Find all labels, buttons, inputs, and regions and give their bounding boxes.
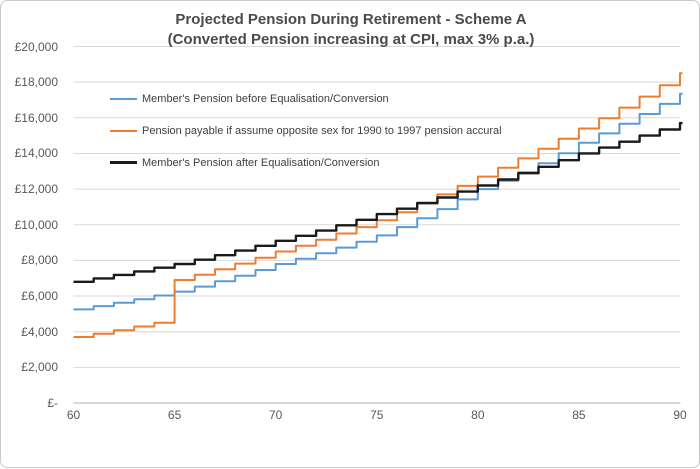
legend-line-swatch bbox=[110, 129, 137, 132]
x-axis-label: 65 bbox=[167, 408, 182, 422]
legend-item-2: Pension payable if assume opposite sex f… bbox=[110, 124, 502, 137]
chart-title-line1: Projected Pension During Retirement - Sc… bbox=[175, 11, 527, 28]
chart-title-line2: (Converted Pension increasing at CPI, ma… bbox=[167, 31, 535, 48]
x-axis-label: 80 bbox=[471, 408, 485, 422]
series-line-2 bbox=[73, 72, 683, 338]
chart-title: Projected Pension During Retirement - Sc… bbox=[1, 10, 700, 50]
y-axis-label: £2,000 bbox=[21, 360, 58, 375]
x-axis-label: 85 bbox=[572, 408, 586, 422]
legend-line-swatch bbox=[110, 97, 137, 100]
legend-item-3: Member's Pension after Equalisation/Conv… bbox=[110, 156, 502, 169]
y-axis-label: £10,000 bbox=[14, 217, 58, 232]
x-axis-label: 60 bbox=[66, 408, 81, 422]
legend-label: Member's Pension before Equalisation/Con… bbox=[142, 92, 389, 105]
y-axis-label: £14,000 bbox=[14, 146, 58, 161]
y-axis-label: £18,000 bbox=[14, 75, 58, 90]
y-axis-label: £8,000 bbox=[21, 253, 58, 268]
x-axis-label: 70 bbox=[268, 408, 283, 422]
y-axis-label: £12,000 bbox=[14, 182, 58, 197]
legend-item-1: Member's Pension before Equalisation/Con… bbox=[110, 92, 502, 105]
y-axis-label: £6,000 bbox=[21, 289, 58, 304]
y-axis-label: £4,000 bbox=[21, 324, 58, 339]
legend: Member's Pension before Equalisation/Con… bbox=[110, 92, 502, 188]
x-axis-label: 90 bbox=[673, 408, 687, 422]
y-axis-label: £- bbox=[47, 396, 58, 410]
series-line-1 bbox=[73, 92, 683, 311]
x-axis-label: 75 bbox=[370, 408, 384, 422]
series-line-3 bbox=[73, 121, 683, 283]
legend-line-swatch bbox=[110, 161, 137, 164]
legend-label: Pension payable if assume opposite sex f… bbox=[142, 124, 502, 137]
legend-label: Member's Pension after Equalisation/Conv… bbox=[142, 156, 380, 169]
y-axis-label: £20,000 bbox=[14, 39, 58, 54]
y-axis-label: £16,000 bbox=[14, 110, 58, 125]
